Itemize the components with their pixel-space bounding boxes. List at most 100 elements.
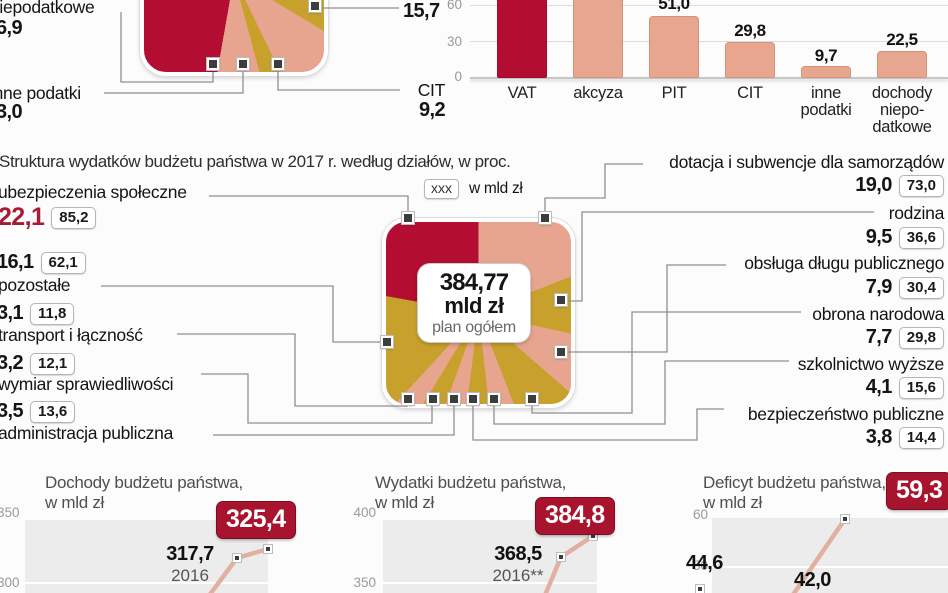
- wydatki-prev-year: 2016**: [492, 566, 544, 585]
- anchor-szkolnictwo: [488, 393, 500, 405]
- legend-unit: w mld zł: [469, 180, 523, 197]
- wydatki-ytick-350: 350: [353, 575, 376, 590]
- mld-pozostale: 62,1: [40, 251, 86, 274]
- wydatki-grid-350: [383, 582, 597, 584]
- bar-cat-akcyza: akcyza: [573, 84, 623, 102]
- mld-obrona: 29,8: [898, 326, 944, 349]
- label-pozostale: pozostałe: [0, 275, 71, 295]
- deficyt-ytick-50: 50: [692, 558, 708, 573]
- legend-xxx-box: xxx: [424, 179, 459, 199]
- label-wymiar: wymiar sprawiedliwości: [0, 374, 174, 394]
- pct-bezpieczenstwo: 3,8: [865, 426, 893, 448]
- bar-inne-podatki: [801, 66, 851, 78]
- dochody-point-2016: [233, 554, 241, 562]
- wydatki-title: Wydatki budżetu państwa,: [375, 473, 567, 492]
- deficyt-unit: w mld zł: [703, 493, 762, 512]
- mld-transport: 11,8: [30, 302, 75, 325]
- bar-ytick-0: 0: [454, 69, 462, 84]
- bar-cit: [725, 42, 775, 78]
- wydatki-prev-value: 368,5: [494, 543, 542, 565]
- pct-wymiar: 3,2: [0, 352, 24, 374]
- pct-pozostale: 16,1: [0, 251, 34, 273]
- pct-transport: 3,1: [0, 302, 24, 324]
- mld-obsluga: 30,4: [898, 276, 944, 299]
- dochody-grid-300: [25, 582, 268, 584]
- mld-administracja: 13,6: [30, 400, 76, 423]
- deficyt-title: Deficyt budżetu państwa,: [703, 473, 886, 492]
- deficyt-point-446: [696, 585, 704, 593]
- bar-cat-pit: PIT: [661, 84, 687, 102]
- deficyt-plot: [712, 518, 948, 593]
- value-niepodatkowe: 6,9: [0, 17, 23, 39]
- anchor-obsluga-dlugu: [555, 346, 567, 358]
- label-szkolnictwo: szkolnictwo wyższe: [797, 354, 945, 374]
- bar-cat-cit: CIT: [737, 84, 763, 102]
- dochody-unit: w mld zł: [45, 493, 104, 512]
- pct-szkolnictwo: 4,1: [865, 376, 893, 398]
- value-inne-podatki: 3,0: [0, 101, 23, 123]
- value-cit: 9,2: [418, 99, 446, 121]
- anchor-rodzina: [555, 294, 567, 306]
- wydatki-point-2016: [557, 553, 565, 561]
- total-unit: mld zł: [444, 293, 504, 318]
- anchor-administracja: [448, 393, 460, 405]
- pie-anchor-niepodatkowe: [207, 58, 219, 70]
- label-rodzina: rodzina: [888, 203, 945, 223]
- anchor-ubezpieczenia: [402, 212, 414, 224]
- bar-value-inne: 9,7: [814, 46, 838, 65]
- bar-pit: [649, 16, 699, 78]
- label-dotacja: dotacja i subwencje dla samorządów: [669, 152, 944, 172]
- dochody-square-pie: [140, 0, 328, 76]
- label-inne-podatki: inne podatki: [0, 83, 81, 103]
- bar-value-cit: 29,8: [734, 21, 766, 40]
- pct-obsluga: 7,9: [865, 276, 893, 298]
- label-ubezpieczenia: ubezpieczenia społeczne: [0, 182, 187, 202]
- pct-rodzina: 9,5: [865, 226, 893, 248]
- bar-cat-inne: inne podatki: [800, 84, 852, 119]
- wydatki-badge: 384,8: [536, 498, 614, 534]
- gridline-30: [470, 41, 948, 42]
- pct-dotacja: 19,0: [855, 174, 892, 196]
- label-administracja: administracja publiczna: [0, 423, 173, 443]
- mld-ubezpieczenia: 85,2: [51, 206, 97, 229]
- deficyt-line: [791, 516, 848, 593]
- mld-wymiar: 12,1: [30, 352, 76, 375]
- gridline-0: [470, 77, 948, 79]
- connector-lines: [101, 7, 874, 441]
- mld-szkolnictwo: 15,6: [898, 376, 944, 399]
- pct-obrona: 7,7: [865, 326, 893, 348]
- bar-akcyza: [573, 0, 623, 78]
- deficyt-grid-50: [712, 566, 948, 568]
- dochody-prev-year: 2016: [171, 566, 209, 585]
- label-transport: transport i łączność: [0, 325, 143, 345]
- pie-anchor-pit: [309, 0, 321, 12]
- mld-dotacja: 73,0: [898, 174, 944, 197]
- label-obsluga: obsługa długu publicznego: [744, 253, 944, 273]
- gridline-60: [470, 5, 948, 6]
- label-bezpieczenstwo: bezpieczeństwo publiczne: [747, 404, 944, 424]
- deficyt-value-1: 44,6: [686, 552, 723, 574]
- anchor-transport: [402, 393, 414, 405]
- pie-anchor-cit: [272, 58, 284, 70]
- anchor-pozostale: [381, 336, 393, 348]
- section-title: Struktura wydatków budżetu państwa w 201…: [0, 152, 511, 171]
- bar-cat-vat: VAT: [507, 84, 537, 102]
- bar-cat-dochody: dochody niepo- datkowe: [871, 84, 933, 136]
- total-caption: plan ogółem: [432, 319, 516, 336]
- dochody-ytick-350: 350: [0, 505, 20, 520]
- bar-dochody-niepodatkowe: [877, 51, 927, 78]
- pct-ubezpieczenia: 22,1: [0, 203, 45, 231]
- wydatki-unit: w mld zł: [375, 493, 434, 512]
- label-cit: CIT: [417, 80, 446, 100]
- dochody-badge: 325,4: [217, 502, 295, 538]
- dochody-title: Dochody budżetu państwa,: [45, 473, 243, 492]
- anchor-bezpieczenstwo: [467, 393, 479, 405]
- label-niepodatkowe: niepodatkowe: [0, 0, 95, 17]
- mld-bezpieczenstwo: 14,4: [898, 426, 944, 449]
- dochody-ytick-300: 300: [0, 575, 20, 590]
- dochody-point-2017: [264, 545, 272, 553]
- dochody-prev-value: 317,7: [166, 543, 214, 565]
- anchor-dotacja: [539, 212, 551, 224]
